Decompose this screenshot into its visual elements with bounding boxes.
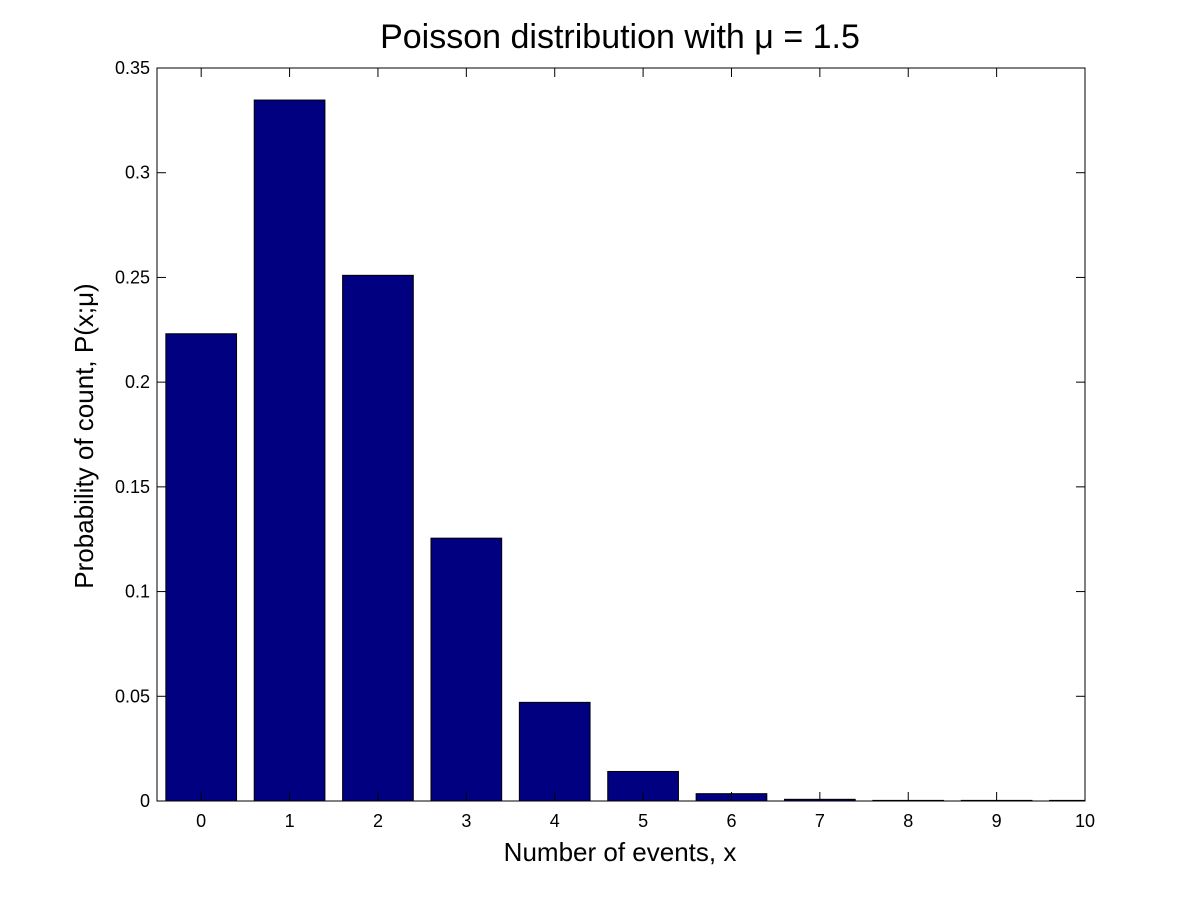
bar-0	[165, 333, 238, 802]
x-tick-label: 3	[461, 811, 471, 831]
y-tick-label: 0.3	[125, 163, 150, 183]
ticks-group: 0 0.05 0.1 0.15 0.2 0.25 0.3 0.35 0 1 2 3 4 5 6 7 8 9 10	[115, 58, 1095, 831]
bar-4	[518, 701, 591, 802]
y-axis-label: Probability of count, P(x;μ)	[69, 283, 99, 588]
bars-group	[165, 99, 1086, 802]
y-tick-label: 0.15	[115, 477, 150, 497]
x-tick-label: 7	[815, 811, 825, 831]
chart-title: Poisson distribution with μ = 1.5	[380, 18, 860, 56]
x-axis-label: Number of events, x	[504, 837, 737, 867]
y-tick-label: 0.2	[125, 372, 150, 392]
bar-3	[430, 537, 503, 802]
bar-2	[342, 274, 414, 802]
x-tick-label: 1	[285, 811, 295, 831]
x-tick-label: 4	[550, 811, 560, 831]
y-tick-label: 0	[140, 791, 150, 811]
axes-box	[156, 67, 1086, 802]
x-tick-label: 8	[903, 811, 913, 831]
y-tick-label: 0.05	[115, 686, 150, 706]
x-tick-label: 2	[373, 811, 383, 831]
y-tick-label: 0.1	[125, 582, 150, 602]
x-tick-label: 6	[726, 811, 736, 831]
y-tick-label: 0.35	[115, 58, 150, 78]
x-tick-label: 0	[196, 811, 206, 831]
x-tick-label: 10	[1075, 811, 1095, 831]
y-tick-label: 0.25	[115, 267, 150, 287]
x-tick-label: 9	[992, 811, 1002, 831]
x-tick-label: 5	[638, 811, 648, 831]
bar-1	[253, 99, 326, 802]
